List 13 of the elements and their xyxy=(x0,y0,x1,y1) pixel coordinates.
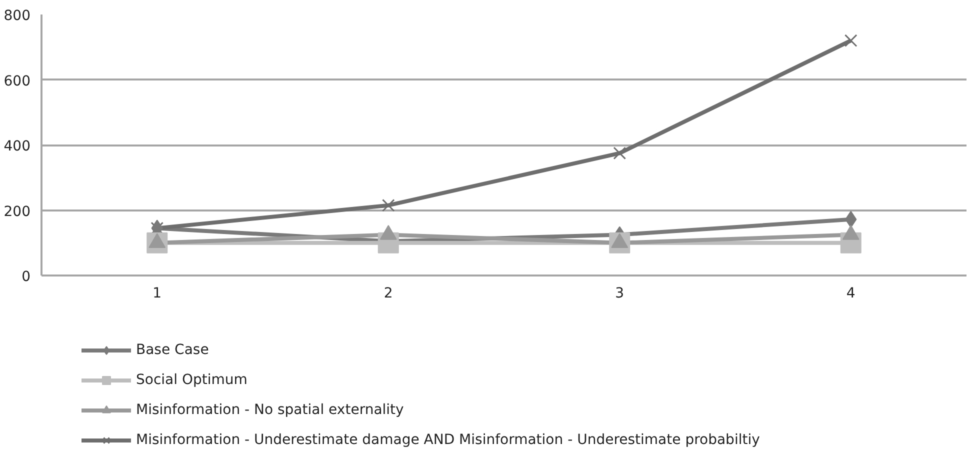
y-tick-label: 200 xyxy=(4,204,31,220)
x-tick-label: 4 xyxy=(846,286,856,302)
legend-label: Misinformation - No spatial externality xyxy=(136,402,404,418)
x-tick-label: 3 xyxy=(615,286,624,302)
y-tick-label: 800 xyxy=(4,8,31,24)
y-tick-label: 600 xyxy=(4,73,31,90)
legend-label: Social Optimum xyxy=(136,372,248,388)
legend-label: Base Case xyxy=(136,342,209,358)
x-tick-label: 2 xyxy=(384,286,393,302)
x-tick-label: 1 xyxy=(152,286,162,302)
legend-label: Misinformation - Underestimate damage AND Misinformation - Underestimate probabiltiy xyxy=(136,432,760,448)
y-tick-label: 400 xyxy=(4,138,31,154)
y-tick-label: 0 xyxy=(22,269,31,285)
